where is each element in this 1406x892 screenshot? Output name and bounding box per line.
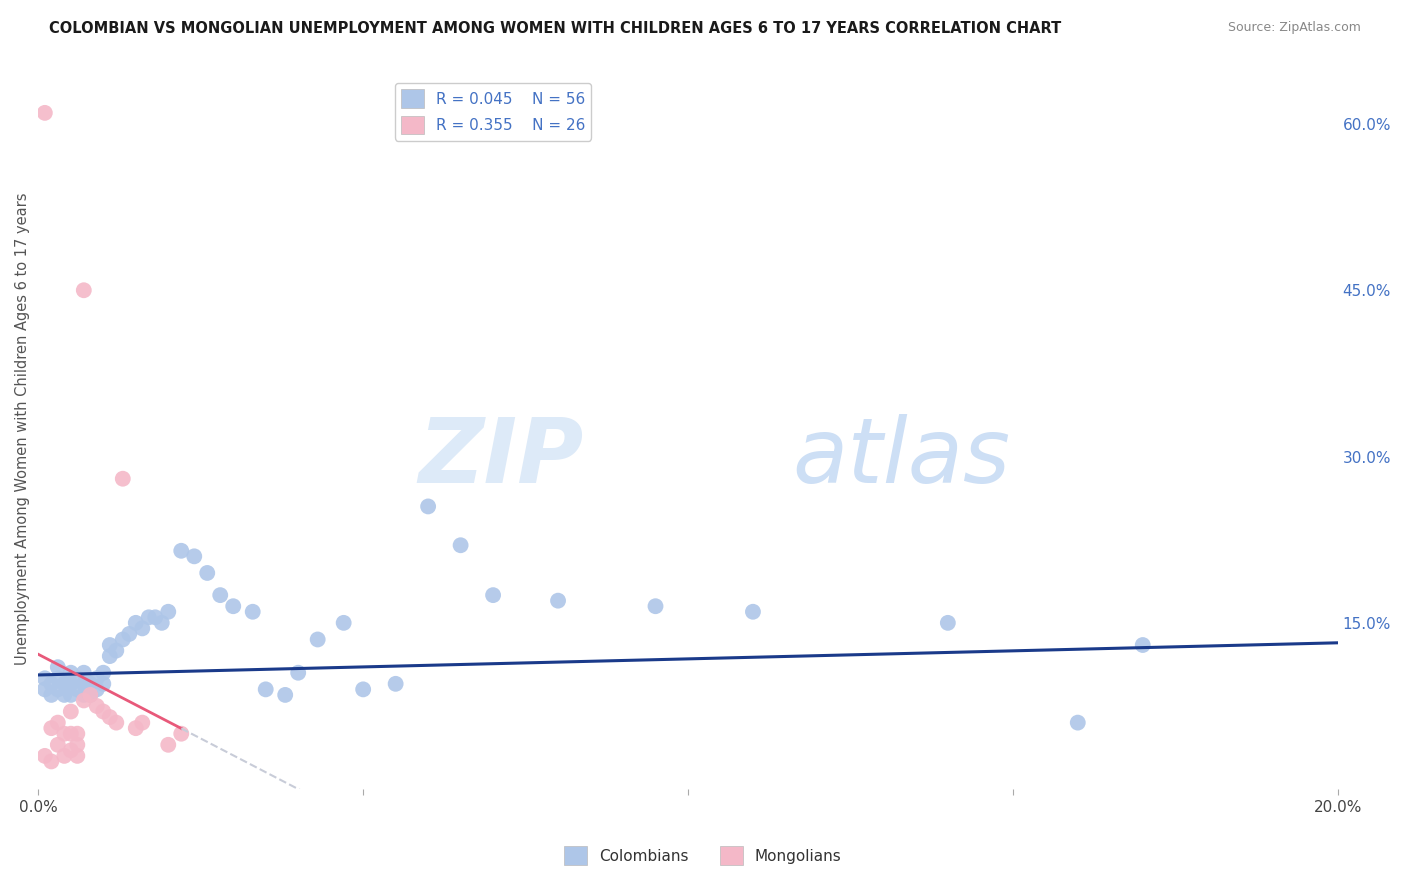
Point bbox=[73, 693, 96, 707]
Point bbox=[209, 588, 232, 602]
Point bbox=[53, 688, 76, 702]
Point bbox=[46, 671, 69, 685]
Point bbox=[66, 682, 89, 697]
Point bbox=[98, 638, 121, 652]
Point bbox=[644, 599, 666, 614]
Point bbox=[111, 632, 134, 647]
Point bbox=[254, 682, 277, 697]
Point bbox=[222, 599, 245, 614]
Text: ZIP: ZIP bbox=[419, 414, 583, 501]
Point bbox=[332, 615, 354, 630]
Point bbox=[125, 615, 148, 630]
Point bbox=[59, 705, 82, 719]
Point bbox=[742, 605, 765, 619]
Point bbox=[53, 677, 76, 691]
Point bbox=[416, 500, 439, 514]
Point bbox=[53, 748, 76, 763]
Point bbox=[242, 605, 264, 619]
Point bbox=[41, 677, 63, 691]
Point bbox=[66, 671, 89, 685]
Point bbox=[307, 632, 329, 647]
Point bbox=[105, 715, 128, 730]
Point bbox=[157, 605, 180, 619]
Point bbox=[59, 743, 82, 757]
Point bbox=[59, 688, 82, 702]
Point bbox=[73, 283, 96, 297]
Point bbox=[53, 727, 76, 741]
Point bbox=[131, 715, 153, 730]
Point bbox=[41, 721, 63, 735]
Point bbox=[34, 748, 56, 763]
Point bbox=[384, 677, 406, 691]
Point bbox=[287, 665, 309, 680]
Point bbox=[138, 610, 160, 624]
Point bbox=[91, 665, 114, 680]
Legend: Colombians, Mongolians: Colombians, Mongolians bbox=[558, 840, 848, 871]
Point bbox=[46, 682, 69, 697]
Point bbox=[46, 715, 69, 730]
Point bbox=[79, 677, 101, 691]
Point bbox=[274, 688, 297, 702]
Point bbox=[73, 677, 96, 691]
Text: COLOMBIAN VS MONGOLIAN UNEMPLOYMENT AMONG WOMEN WITH CHILDREN AGES 6 TO 17 YEARS: COLOMBIAN VS MONGOLIAN UNEMPLOYMENT AMON… bbox=[49, 21, 1062, 37]
Point bbox=[170, 543, 193, 558]
Point bbox=[1067, 715, 1090, 730]
Point bbox=[91, 705, 114, 719]
Text: Source: ZipAtlas.com: Source: ZipAtlas.com bbox=[1227, 21, 1361, 35]
Point bbox=[59, 677, 82, 691]
Point bbox=[150, 615, 173, 630]
Point bbox=[46, 660, 69, 674]
Point bbox=[131, 621, 153, 635]
Point bbox=[86, 682, 108, 697]
Point bbox=[34, 106, 56, 120]
Point bbox=[86, 698, 108, 713]
Point bbox=[111, 472, 134, 486]
Point bbox=[143, 610, 166, 624]
Point bbox=[41, 688, 63, 702]
Point bbox=[547, 593, 569, 607]
Point bbox=[195, 566, 218, 580]
Point bbox=[170, 727, 193, 741]
Point bbox=[98, 710, 121, 724]
Point bbox=[66, 748, 89, 763]
Point bbox=[59, 665, 82, 680]
Point bbox=[34, 671, 56, 685]
Point bbox=[98, 649, 121, 664]
Point bbox=[125, 721, 148, 735]
Point bbox=[482, 588, 505, 602]
Text: atlas: atlas bbox=[792, 414, 1010, 501]
Point bbox=[183, 549, 205, 564]
Point bbox=[352, 682, 374, 697]
Point bbox=[66, 727, 89, 741]
Point bbox=[34, 682, 56, 697]
Point bbox=[86, 671, 108, 685]
Point bbox=[59, 727, 82, 741]
Point bbox=[91, 677, 114, 691]
Point bbox=[1132, 638, 1154, 652]
Point bbox=[66, 738, 89, 752]
Point bbox=[105, 643, 128, 657]
Point bbox=[41, 755, 63, 769]
Point bbox=[936, 615, 959, 630]
Point bbox=[73, 665, 96, 680]
Legend: R = 0.045    N = 56, R = 0.355    N = 26: R = 0.045 N = 56, R = 0.355 N = 26 bbox=[395, 83, 592, 141]
Point bbox=[73, 688, 96, 702]
Point bbox=[157, 738, 180, 752]
Point bbox=[118, 627, 141, 641]
Y-axis label: Unemployment Among Women with Children Ages 6 to 17 years: Unemployment Among Women with Children A… bbox=[15, 193, 30, 665]
Point bbox=[450, 538, 472, 552]
Point bbox=[79, 688, 101, 702]
Point bbox=[46, 738, 69, 752]
Point bbox=[79, 688, 101, 702]
